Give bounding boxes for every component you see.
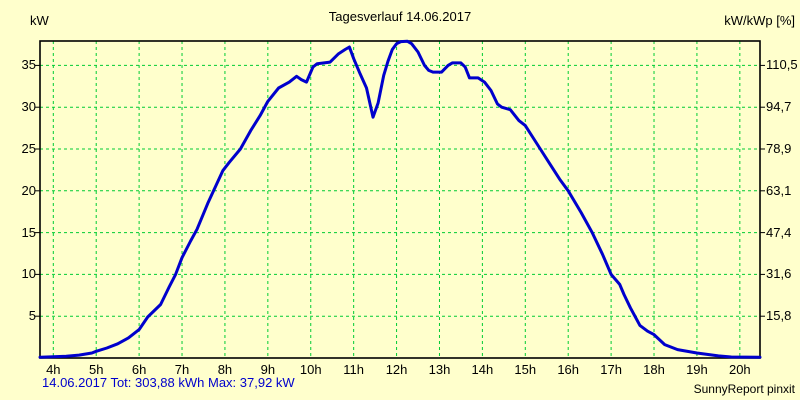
x-axis-label: 15h — [514, 362, 537, 377]
y-axis-label-right: 63,1 — [766, 182, 792, 198]
y-axis-label-right: 110,5 — [766, 57, 798, 73]
x-axis-label: 12h — [385, 362, 408, 377]
x-axis-label: 20h — [728, 362, 751, 377]
power-curve — [38, 39, 762, 359]
x-axis-label: 17h — [600, 362, 622, 377]
y-axis-label-right: 15,8 — [766, 308, 792, 324]
y-axis-label-left: 35 — [21, 57, 36, 73]
y-axis-label-left: 10 — [21, 266, 36, 282]
x-axis-label: 19h — [686, 362, 708, 377]
y-axis-label-right: 31,6 — [766, 266, 792, 282]
x-axis-label: 7h — [174, 362, 190, 377]
plot-border — [39, 40, 761, 359]
x-axis-label: 13h — [428, 362, 451, 377]
y-axis-label-left: 5 — [28, 308, 36, 324]
y-axis-label-right: 78,9 — [766, 141, 792, 156]
y-axis-label-left: 20 — [21, 182, 36, 198]
y-axis-label-left: 15 — [21, 224, 36, 240]
y-axis-label-right: 94,7 — [766, 99, 792, 115]
left-axis-title: kW — [30, 13, 49, 28]
x-axis-label: 9h — [260, 362, 276, 377]
x-axis-label: 4h — [46, 362, 61, 377]
y-axis-label-left: 25 — [21, 141, 36, 156]
brand-label: SunnyReport pinxit — [693, 382, 795, 396]
chart-title: Tagesverlauf 14.06.2017 — [328, 9, 472, 24]
x-axis-label: 8h — [217, 362, 233, 377]
x-axis-label: 11h — [343, 362, 365, 377]
x-axis-label: 5h — [88, 362, 104, 377]
y-axis-label-right: 47,4 — [766, 224, 792, 240]
x-axis-label: 14h — [471, 362, 494, 377]
right-axis-title: kW/kWp [%] — [724, 13, 795, 28]
x-axis-label: 6h — [131, 362, 147, 377]
x-axis-label: 16h — [557, 362, 580, 377]
y-axis-label-left: 30 — [21, 99, 36, 115]
x-axis-label: 18h — [643, 362, 665, 377]
x-axis-label: 10h — [299, 362, 322, 377]
chart-footer-stats: 14.06.2017 Tot: 303,88 kWh Max: 37,92 kW — [42, 375, 295, 390]
